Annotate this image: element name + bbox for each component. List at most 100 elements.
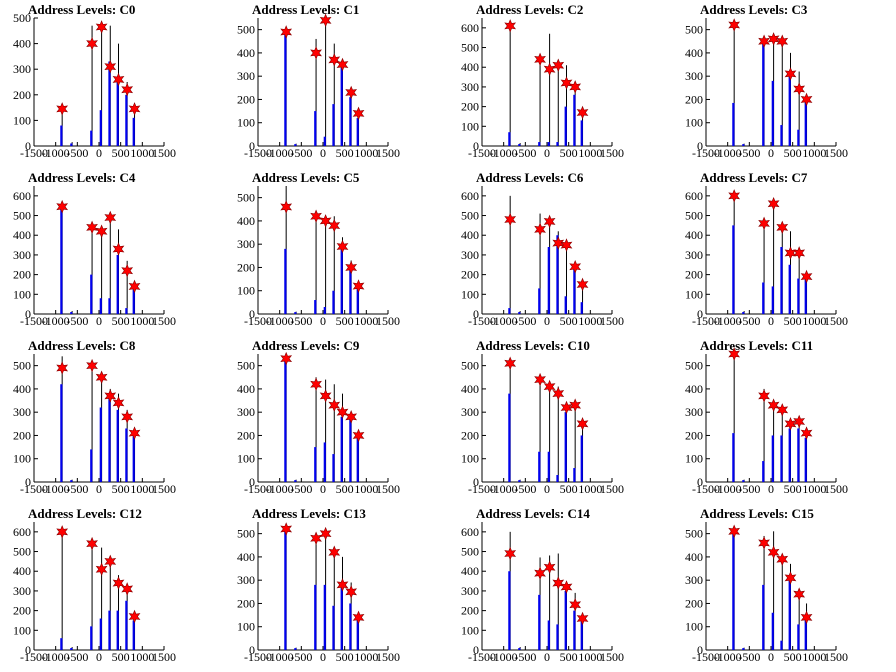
x-tick-label: 1500: [600, 314, 624, 328]
y-tick-label: 300: [237, 405, 255, 419]
y-tick-label: 400: [13, 37, 31, 51]
x-tick-label: 500: [560, 314, 578, 328]
y-tick-label: 100: [237, 284, 255, 298]
y-tick-label: 500: [13, 359, 31, 373]
y-tick-label: 300: [461, 80, 479, 94]
star-marker: [310, 531, 322, 546]
y-tick-label: 200: [237, 596, 255, 610]
chart-title: Address Levels: C6: [476, 170, 584, 185]
x-tick-label: 1000: [802, 146, 826, 160]
x-tick-label: 0: [320, 650, 326, 664]
x-tick-label: -1000: [490, 146, 518, 160]
x-tick-label: -1000: [490, 482, 518, 496]
y-tick-label: 300: [237, 573, 255, 587]
chart-svg: Address Levels: C10100200300400500-1500-…: [237, 2, 400, 160]
star-marker: [504, 356, 517, 371]
x-tick-label: 500: [560, 146, 578, 160]
x-tick-label: 1000: [802, 314, 826, 328]
star-marker: [95, 224, 108, 239]
y-tick-label: 100: [685, 620, 703, 634]
y-tick-label: 200: [461, 604, 479, 618]
star-marker: [328, 545, 341, 560]
x-tick-label: 0: [96, 314, 102, 328]
star-marker: [728, 347, 741, 361]
star-marker: [800, 426, 813, 440]
star-marker: [800, 92, 813, 107]
star-marker: [352, 279, 365, 293]
x-tick-label: 1000: [354, 482, 378, 496]
x-tick-label: 1500: [600, 482, 624, 496]
x-tick-label: 0: [544, 650, 550, 664]
y-tick-label: 100: [685, 287, 703, 301]
star-marker: [328, 218, 341, 233]
x-tick-label: 1500: [824, 314, 848, 328]
y-tick-label: 500: [461, 209, 479, 223]
y-tick-label: 300: [685, 405, 703, 419]
star-marker: [576, 105, 589, 120]
chart-title: Address Levels: C9: [252, 338, 360, 353]
y-tick-label: 300: [461, 248, 479, 262]
x-tick-label: -1500: [692, 482, 720, 496]
y-tick-label: 500: [461, 359, 479, 373]
chart-title: Address Levels: C12: [28, 506, 142, 521]
x-tick-label: 1500: [376, 650, 400, 664]
x-tick-label: -500: [514, 482, 536, 496]
star-marker: [336, 239, 349, 254]
chart-panel: Address Levels: C15 0 100 200 300 400 500 -1500…: [672, 504, 896, 672]
x-tick-label: 1500: [376, 146, 400, 160]
x-tick-label: -1500: [20, 482, 48, 496]
star-marker: [121, 263, 134, 278]
star-marker: [280, 522, 293, 536]
y-tick-label: 300: [461, 584, 479, 598]
chart-svg: Address Levels: C11 0 100 200 300 400 500 -1500…: [685, 338, 848, 496]
y-tick-label: 0: [25, 643, 31, 657]
y-tick-label: 100: [13, 113, 31, 127]
y-tick-label: 500: [237, 527, 255, 541]
x-tick-label: -1500: [244, 314, 272, 328]
star-marker: [319, 214, 332, 228]
star-marker: [56, 102, 69, 116]
y-tick-label: 400: [13, 228, 31, 242]
y-tick-label: 300: [13, 584, 31, 598]
chart-svg: Address Levels: C50100200300400500-1500-…: [237, 170, 400, 328]
chart-panel: Address Levels: C2 0 100 200 300 400 500 600 -15…: [448, 0, 672, 168]
y-tick-label: 100: [685, 452, 703, 466]
chart-svg: Address Levels: C00100200300400500-1500-…: [13, 2, 176, 160]
chart-panel: Address Levels: C7 0 100 200 300 400 500 600 -15…: [672, 168, 896, 336]
x-tick-label: 1500: [824, 482, 848, 496]
chart-panel: Address Levels: C13 0 100 200 300 400 500 -1500…: [224, 504, 448, 672]
x-tick-label: 1000: [578, 146, 602, 160]
star-marker: [552, 236, 565, 250]
star-marker: [104, 554, 117, 569]
star-marker: [104, 59, 117, 74]
chart-title: Address Levels: C13: [252, 506, 366, 521]
y-tick-label: 0: [249, 643, 255, 657]
y-tick-label: 0: [697, 475, 703, 489]
y-tick-label: 400: [13, 564, 31, 578]
star-marker: [128, 279, 141, 294]
star-marker: [310, 209, 322, 224]
y-tick-label: 0: [249, 307, 255, 321]
star-marker: [534, 372, 546, 387]
x-tick-label: -500: [66, 314, 88, 328]
star-marker: [86, 358, 98, 373]
chart-title: Address Levels: C11: [700, 338, 813, 353]
star-marker: [560, 76, 573, 90]
x-tick-label: 0: [544, 482, 550, 496]
chart-panel: Address Levels: C11 0 100 200 300 400 500 -1500…: [672, 336, 896, 504]
chart-svg: Address Levels: C14 0 100 200 300 400 500 600 -1…: [461, 506, 624, 664]
y-tick-label: 600: [461, 525, 479, 539]
y-tick-label: 500: [685, 209, 703, 223]
y-tick-label: 500: [461, 41, 479, 55]
chart-title: Address Levels: C1: [252, 2, 359, 17]
star-marker: [345, 85, 358, 100]
y-tick-label: 0: [697, 139, 703, 153]
y-tick-label: 0: [473, 307, 479, 321]
y-tick-label: 300: [237, 69, 255, 83]
y-tick-label: 200: [461, 268, 479, 282]
x-tick-label: -1000: [714, 650, 742, 664]
star-marker: [104, 389, 117, 403]
chart-svg: Address Levels: C12 0 100 200 300 400 500 600 -1…: [13, 506, 176, 664]
star-marker: [56, 525, 69, 539]
chart-svg: Address Levels: C2 0 100 200 300 400 500 600 -15…: [461, 2, 624, 160]
